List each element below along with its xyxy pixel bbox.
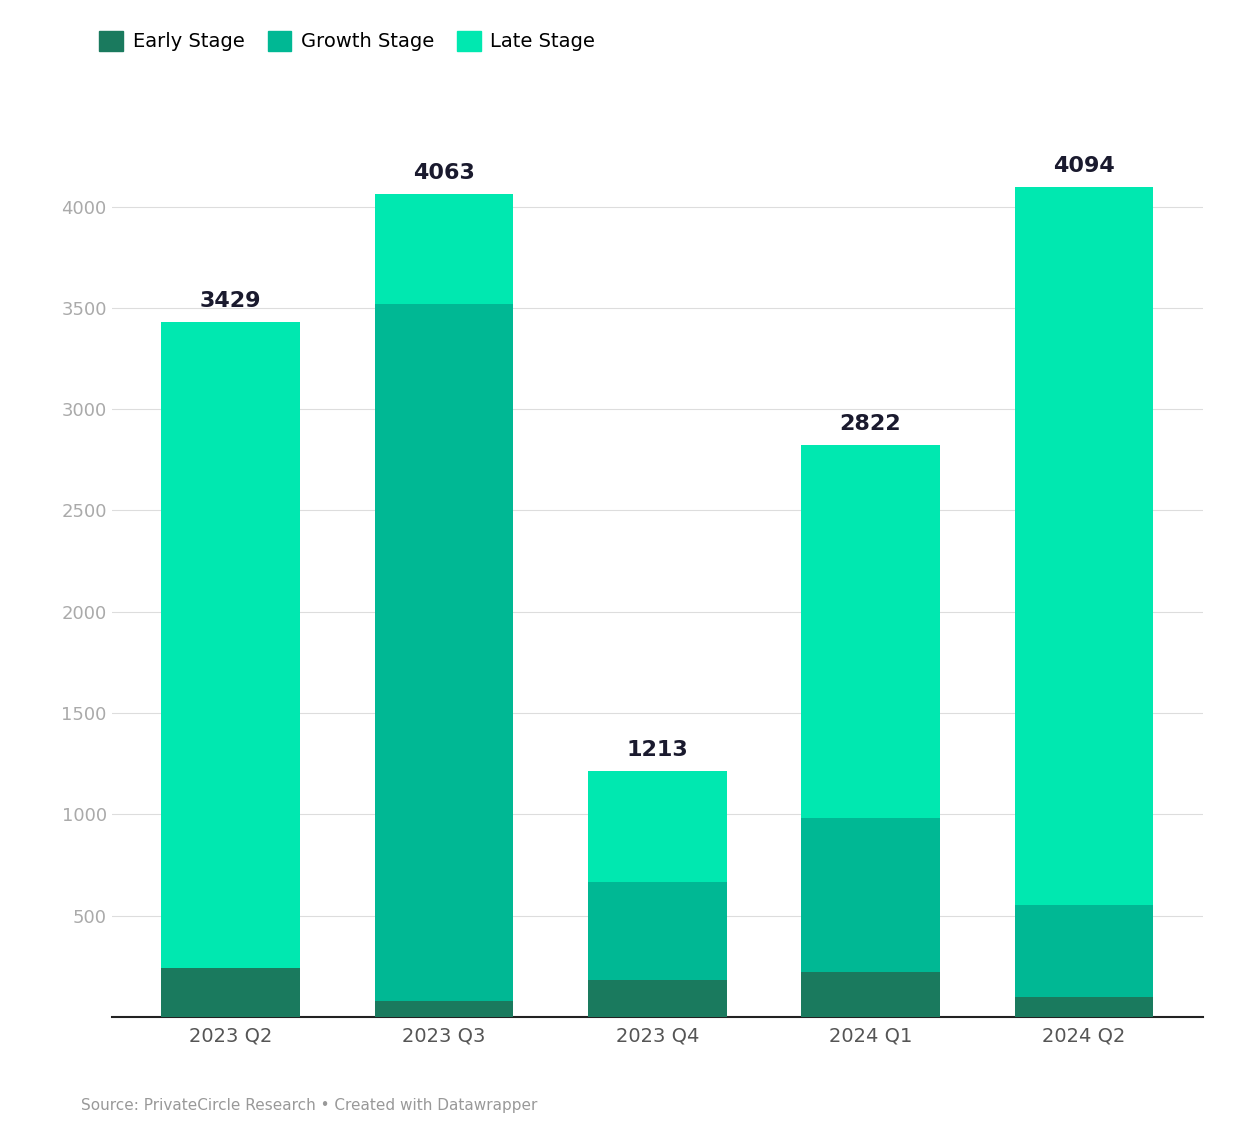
Bar	[374, 304, 513, 1001]
Bar	[588, 980, 727, 1017]
Bar	[588, 771, 727, 883]
Bar	[1014, 904, 1153, 997]
Bar	[801, 818, 940, 973]
Text: Source: PrivateCircle Research • Created with Datawrapper: Source: PrivateCircle Research • Created…	[81, 1098, 537, 1113]
Bar	[588, 883, 727, 980]
Bar	[1014, 188, 1153, 904]
Bar	[801, 973, 940, 1017]
Bar	[374, 1001, 513, 1017]
Bar	[1014, 997, 1153, 1017]
Bar	[374, 193, 513, 304]
Bar	[801, 445, 940, 818]
Text: 1213: 1213	[626, 740, 688, 760]
Text: 4094: 4094	[1053, 156, 1115, 176]
Text: 3429: 3429	[200, 292, 262, 311]
Text: 2822: 2822	[839, 414, 901, 434]
Text: 4063: 4063	[413, 163, 475, 183]
Bar	[161, 968, 300, 1017]
Legend: Early Stage, Growth Stage, Late Stage: Early Stage, Growth Stage, Late Stage	[99, 31, 595, 51]
Bar	[161, 322, 300, 968]
